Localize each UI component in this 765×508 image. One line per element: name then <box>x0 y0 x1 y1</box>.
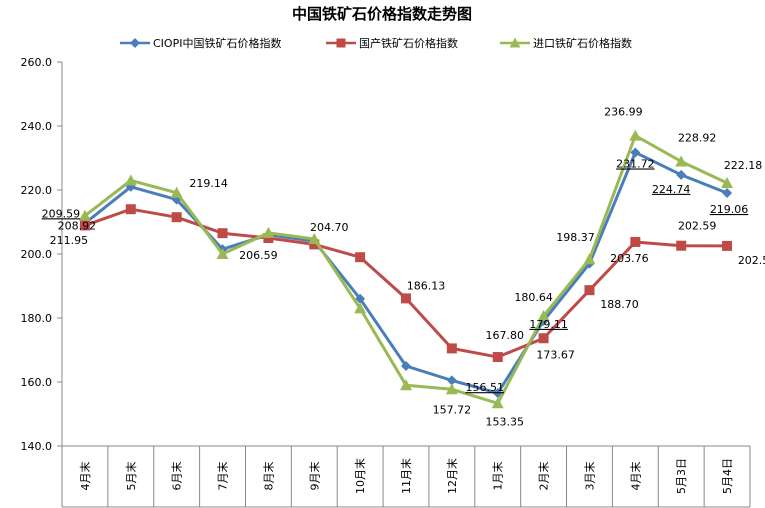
data-label: 203.76 <box>610 252 649 265</box>
point-marker <box>722 188 733 199</box>
point-marker <box>125 204 136 215</box>
point-marker <box>676 169 687 180</box>
legend: CIOPI中国铁矿石价格指数 国产铁矿石价格指数 进口铁矿石价格指数 <box>120 36 632 50</box>
series-line-0 <box>83 150 728 395</box>
legend-label-ciopi: CIOPI中国铁矿石价格指数 <box>153 36 281 50</box>
point-marker <box>583 253 596 265</box>
data-label: 236.99 <box>604 106 643 119</box>
point-marker <box>445 383 458 395</box>
data-label: 186.13 <box>407 279 446 292</box>
y-tick-label: 140.0 <box>21 440 53 453</box>
point-marker <box>401 361 411 371</box>
point-marker <box>676 240 687 251</box>
x-tick-label: 7月末 <box>216 462 230 491</box>
axes: 260.0 240.0 220.0 200.0 180.0 160.0 140.0 4月末 5月… <box>21 56 751 508</box>
point-marker <box>355 293 366 304</box>
point-marker <box>79 220 90 231</box>
legend-label-domestic: 国产铁矿石价格指数 <box>359 36 458 50</box>
y-tick-label: 240.0 <box>21 120 53 133</box>
point-marker <box>629 129 642 141</box>
legend-item-domestic: 国产铁矿石价格指数 <box>326 36 458 50</box>
point-marker <box>263 233 274 243</box>
point-marker <box>446 375 457 386</box>
point-marker <box>401 293 411 304</box>
point-marker <box>355 252 366 263</box>
data-label: 219.06 <box>710 203 749 216</box>
point-marker <box>446 343 457 354</box>
x-tick-label: 8月末 <box>261 462 275 491</box>
x-tick-label: 4月末 <box>628 462 642 491</box>
x-tick-label: 2月末 <box>537 462 551 491</box>
x-tick-label: 1月末 <box>491 462 505 491</box>
point-marker <box>217 228 228 239</box>
point-marker <box>538 333 549 344</box>
data-label: 188.70 <box>600 298 639 311</box>
data-label: 208.92 <box>58 219 97 232</box>
x-tick-label: 12月末 <box>445 458 459 494</box>
point-marker <box>309 239 320 250</box>
x-tick-label: 9月末 <box>307 462 321 491</box>
data-label: 156.51 <box>465 381 504 394</box>
point-marker <box>675 155 688 167</box>
y-tick-label: 200.0 <box>21 248 53 261</box>
x-tick-label: 5月4日 <box>721 458 734 494</box>
data-label: 202.59 <box>678 220 717 233</box>
data-label: 157.72 <box>433 403 472 416</box>
legend-item-imported: 进口铁矿石价格指数 <box>500 36 632 50</box>
data-label: 206.59 <box>239 249 278 262</box>
point-marker <box>537 309 550 321</box>
y-tick-label: 180.0 <box>21 312 53 325</box>
x-tick-label: 11月末 <box>399 458 413 494</box>
point-marker <box>216 248 229 259</box>
data-label: 211.95 <box>50 234 89 247</box>
data-label: 209.59 <box>42 207 81 220</box>
point-marker <box>78 209 91 221</box>
data-label: 179.11 <box>529 318 568 331</box>
y-tick-label: 220.0 <box>21 184 53 197</box>
chart-title: 中国铁矿石价格指数走势图 <box>292 5 472 23</box>
data-label: 204.70 <box>310 221 349 234</box>
x-tick-label: 3月末 <box>582 462 596 491</box>
point-marker <box>630 236 641 247</box>
series-layer <box>78 129 734 409</box>
data-label: 222.18 <box>724 159 763 172</box>
point-marker <box>721 177 734 189</box>
x-tick-label: 10月末 <box>353 458 367 494</box>
point-marker <box>170 186 183 198</box>
data-label: 219.14 <box>189 177 228 190</box>
x-tick-label: 5月3日 <box>675 458 688 494</box>
point-marker <box>354 302 367 314</box>
data-label: 231.72 <box>616 157 655 170</box>
data-label: 224.74 <box>652 183 691 196</box>
x-tick-label: 6月末 <box>170 462 184 491</box>
data-label: 198.37 <box>556 231 595 244</box>
point-marker <box>492 352 503 363</box>
x-tick-label: 5月末 <box>124 462 138 491</box>
legend-item-ciopi: CIOPI中国铁矿石价格指数 <box>120 36 281 50</box>
x-tick-label: 4月末 <box>78 462 92 491</box>
point-marker <box>262 226 275 238</box>
data-label: 167.80 <box>485 329 524 342</box>
data-label: 153.35 <box>485 415 524 428</box>
point-marker <box>124 174 137 186</box>
point-marker <box>722 240 733 251</box>
legend-label-imported: 进口铁矿石价格指数 <box>533 36 632 50</box>
data-label: 228.92 <box>678 131 717 144</box>
data-label: 180.64 <box>514 291 553 304</box>
point-marker <box>491 397 504 409</box>
point-marker <box>171 212 182 223</box>
point-marker <box>400 379 412 391</box>
data-label: 202.53 <box>738 254 765 267</box>
point-marker <box>308 232 321 244</box>
point-marker <box>584 285 595 296</box>
data-label: 173.67 <box>536 348 575 361</box>
y-tick-label: 160.0 <box>21 376 53 389</box>
y-tick-label: 260.0 <box>21 56 53 69</box>
point-marker <box>630 147 641 158</box>
